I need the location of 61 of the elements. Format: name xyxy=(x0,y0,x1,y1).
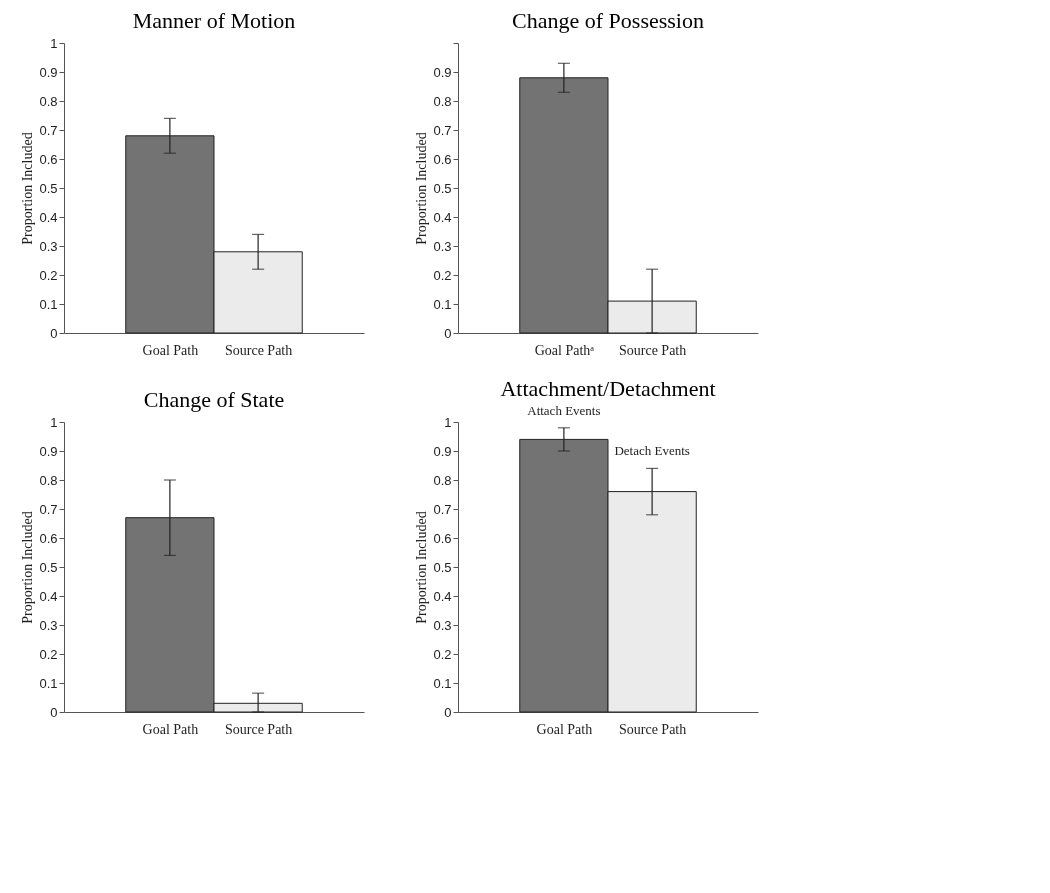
y-tick-label: 0.8 xyxy=(433,93,452,109)
y-tick-label: 0.5 xyxy=(39,559,58,575)
y-tick-label: 0.9 xyxy=(433,64,452,80)
y-tick-label: 0.4 xyxy=(39,209,58,225)
y-axis-title: Proportion Included xyxy=(414,132,430,245)
y-tick-label: 0.8 xyxy=(39,93,58,109)
y-tick-label: 0.1 xyxy=(39,675,58,691)
y-tick-label: 0.9 xyxy=(39,64,58,80)
y-tick-label: 1 xyxy=(444,414,452,430)
y-tick-label: 0.2 xyxy=(39,646,58,662)
y-tick-label: 0 xyxy=(444,704,452,720)
y-tick-label: 0.7 xyxy=(433,501,452,517)
y-tick-label: 0.3 xyxy=(433,617,452,633)
y-tick-label: 1 xyxy=(50,35,58,51)
y-tick-label: 0 xyxy=(50,704,58,720)
y-tick-label: 0.6 xyxy=(39,151,58,167)
y-tick-label: 0.4 xyxy=(433,209,452,225)
y-tick-label: 0.4 xyxy=(433,588,452,604)
y-tick-label: 0.2 xyxy=(433,646,452,662)
y-tick-label: 0.3 xyxy=(39,617,58,633)
chart-title: Attachment/Detachment xyxy=(500,375,716,401)
x-tick-label: Source Path xyxy=(618,342,687,358)
y-axis-title: Proportion Included xyxy=(20,511,36,624)
y-tick-label: 0.1 xyxy=(39,296,58,312)
y-axis-title: Proportion Included xyxy=(414,511,430,624)
y-tick-label: 0.5 xyxy=(433,180,452,196)
y-tick-label: 0.4 xyxy=(39,588,58,604)
y-tick-label: 0.6 xyxy=(433,151,452,167)
y-tick-label: 0.2 xyxy=(39,267,58,283)
y-tick-label: 0.3 xyxy=(39,238,58,254)
y-tick-label: 0.5 xyxy=(433,559,452,575)
y-tick-label: 0.9 xyxy=(433,443,452,459)
y-tick-label: 0 xyxy=(444,325,452,341)
y-tick-label: 1 xyxy=(50,414,58,430)
y-axis-title: Proportion Included xyxy=(20,132,36,245)
text: Attach Events xyxy=(527,402,601,418)
x-tick-label: Source Path xyxy=(618,721,687,737)
y-tick-label: 0.2 xyxy=(433,267,452,283)
chart-title: Manner of Motion xyxy=(132,8,296,33)
y-tick-label: 0.1 xyxy=(433,675,452,691)
y-tick-label: 0.7 xyxy=(39,501,58,517)
y-tick-label: 0.1 xyxy=(433,296,452,312)
y-tick-label: 0.8 xyxy=(433,472,452,488)
x-tick-label: Source Path xyxy=(224,342,293,358)
chart-title: Change of State xyxy=(143,387,285,412)
y-tick-label: 0.3 xyxy=(433,238,452,254)
y-tick-label: 0.8 xyxy=(39,472,58,488)
y-tick-label: 0.6 xyxy=(39,530,58,546)
x-tick-label: Source Path xyxy=(224,721,293,737)
y-tick-label: 0 xyxy=(50,325,58,341)
y-tick-label: 0.9 xyxy=(39,443,58,459)
chart-title: Change of Possession xyxy=(512,8,704,33)
y-tick-label: 0.7 xyxy=(433,122,452,138)
x-tick-label: Goal Path xyxy=(142,721,199,737)
y-tick-label: 0.7 xyxy=(39,122,58,138)
y-tick-label: 0.5 xyxy=(39,180,58,196)
annotation: Detach Events xyxy=(614,443,690,459)
x-tick-label: Goal Path xyxy=(536,721,593,737)
x-tick-label: Goal Pathᵃ xyxy=(534,342,595,358)
x-tick-label: Goal Path xyxy=(142,342,199,358)
y-tick-label: 0.6 xyxy=(433,530,452,546)
